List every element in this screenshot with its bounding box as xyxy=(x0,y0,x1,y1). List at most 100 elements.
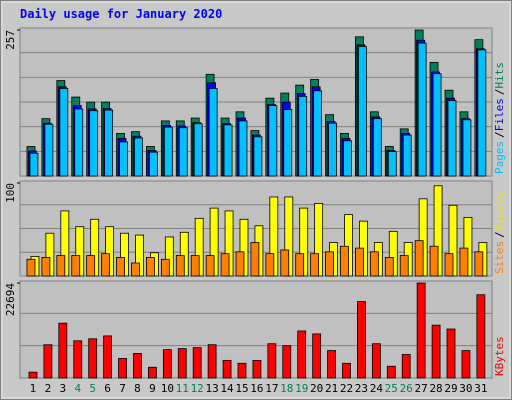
x-tick-label: 12 xyxy=(191,382,204,395)
bar xyxy=(235,251,245,277)
bar xyxy=(283,109,293,177)
bar xyxy=(386,365,396,379)
bar xyxy=(177,348,187,379)
bar xyxy=(205,255,215,277)
bar xyxy=(369,251,379,277)
bar xyxy=(325,251,334,277)
bar xyxy=(459,247,469,277)
bar xyxy=(250,242,260,277)
bar xyxy=(43,344,53,379)
bar xyxy=(89,110,99,177)
bar xyxy=(328,122,337,177)
x-tick-label: 19 xyxy=(295,382,308,395)
x-tick-label: 16 xyxy=(250,382,263,395)
bar xyxy=(238,120,248,177)
x-tick-label: 13 xyxy=(206,382,219,395)
bar xyxy=(265,253,275,277)
bar xyxy=(343,140,352,177)
bar xyxy=(340,245,349,277)
x-tick-label: 15 xyxy=(235,382,248,395)
x-tick-label: 11 xyxy=(176,382,189,395)
bar xyxy=(104,109,114,177)
bar xyxy=(295,253,305,277)
bar xyxy=(131,262,140,277)
bar xyxy=(432,73,442,177)
bar xyxy=(103,335,113,379)
bar xyxy=(431,324,441,379)
bar xyxy=(414,240,424,277)
bar xyxy=(149,151,158,177)
bar xyxy=(476,294,486,379)
y-tick-label: 100 xyxy=(4,183,17,203)
bar xyxy=(461,350,471,379)
bar xyxy=(56,255,66,277)
bar xyxy=(462,119,472,177)
legend-entry: Files xyxy=(493,98,506,131)
x-tick-label: 28 xyxy=(429,382,442,395)
bar xyxy=(192,347,202,379)
bar xyxy=(208,88,218,177)
x-tick-label: 4 xyxy=(74,382,81,395)
bar xyxy=(312,333,322,379)
bar xyxy=(267,343,277,379)
x-tick-label: 2 xyxy=(45,382,52,395)
bar xyxy=(444,253,454,277)
x-tick-label: 29 xyxy=(444,382,457,395)
bar xyxy=(73,340,83,379)
bar xyxy=(357,301,366,379)
bar xyxy=(401,354,411,379)
bar xyxy=(402,134,412,177)
x-tick-label: 10 xyxy=(161,382,174,395)
legend-entry: Visits xyxy=(493,192,506,232)
bar xyxy=(399,255,409,277)
x-tick-label: 1 xyxy=(30,382,37,395)
bar xyxy=(74,108,84,177)
x-tick-label: 22 xyxy=(340,382,353,395)
bar xyxy=(446,328,456,379)
x-tick-label: 9 xyxy=(149,382,156,395)
bar xyxy=(134,137,143,177)
bar xyxy=(222,359,232,379)
bar xyxy=(28,371,38,379)
bar xyxy=(101,253,111,277)
bar xyxy=(429,245,439,277)
x-tick-label: 30 xyxy=(459,382,472,395)
x-tick-label: 8 xyxy=(134,382,141,395)
bar xyxy=(310,253,320,277)
bar xyxy=(298,96,308,177)
bar xyxy=(146,256,155,277)
bar xyxy=(116,256,125,277)
bar xyxy=(44,123,54,177)
bar xyxy=(477,49,487,177)
x-tick-label: 31 xyxy=(474,382,487,395)
x-tick-label: 27 xyxy=(415,382,428,395)
bar xyxy=(59,88,69,177)
x-tick-label: 3 xyxy=(60,382,67,395)
bar xyxy=(193,123,203,177)
x-tick-label: 18 xyxy=(280,382,293,395)
bar xyxy=(163,126,173,177)
bar xyxy=(342,362,351,379)
x-tick-label: 14 xyxy=(220,382,234,395)
legend-entry: KBytes xyxy=(493,336,506,376)
bar xyxy=(88,338,98,379)
bar xyxy=(220,253,230,277)
x-tick-label: 7 xyxy=(119,382,126,395)
legend: KBytes xyxy=(493,336,506,376)
bar xyxy=(355,247,364,277)
legend: Sites /Visits xyxy=(493,192,506,275)
bar xyxy=(252,359,262,379)
bar xyxy=(119,141,128,177)
legend-entry: Sites xyxy=(493,241,506,274)
bar xyxy=(148,366,157,379)
bar xyxy=(384,256,394,277)
x-tick-label: 21 xyxy=(325,382,338,395)
bar xyxy=(207,344,217,379)
bar xyxy=(175,255,185,277)
y-tick-label: 257 xyxy=(4,30,17,50)
bar xyxy=(118,358,127,379)
x-tick-label: 17 xyxy=(265,382,278,395)
x-tick-label: 6 xyxy=(104,382,111,395)
bar xyxy=(237,362,247,379)
bar xyxy=(371,343,381,379)
